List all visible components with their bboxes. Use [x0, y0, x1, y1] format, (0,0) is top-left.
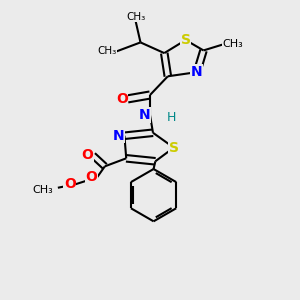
Text: H: H: [167, 111, 177, 124]
Text: O: O: [85, 170, 97, 184]
Text: S: S: [181, 33, 191, 47]
Text: O: O: [64, 177, 76, 191]
Text: CH₃: CH₃: [98, 46, 117, 56]
Text: N: N: [138, 108, 150, 122]
Text: S: S: [169, 141, 179, 154]
Text: CH₃: CH₃: [33, 184, 53, 194]
Text: N: N: [113, 129, 124, 143]
Text: N: N: [191, 65, 203, 79]
Text: CH₃: CH₃: [223, 40, 244, 50]
Text: CH₃: CH₃: [126, 12, 146, 22]
Text: O: O: [116, 92, 128, 106]
Text: O: O: [81, 148, 93, 162]
